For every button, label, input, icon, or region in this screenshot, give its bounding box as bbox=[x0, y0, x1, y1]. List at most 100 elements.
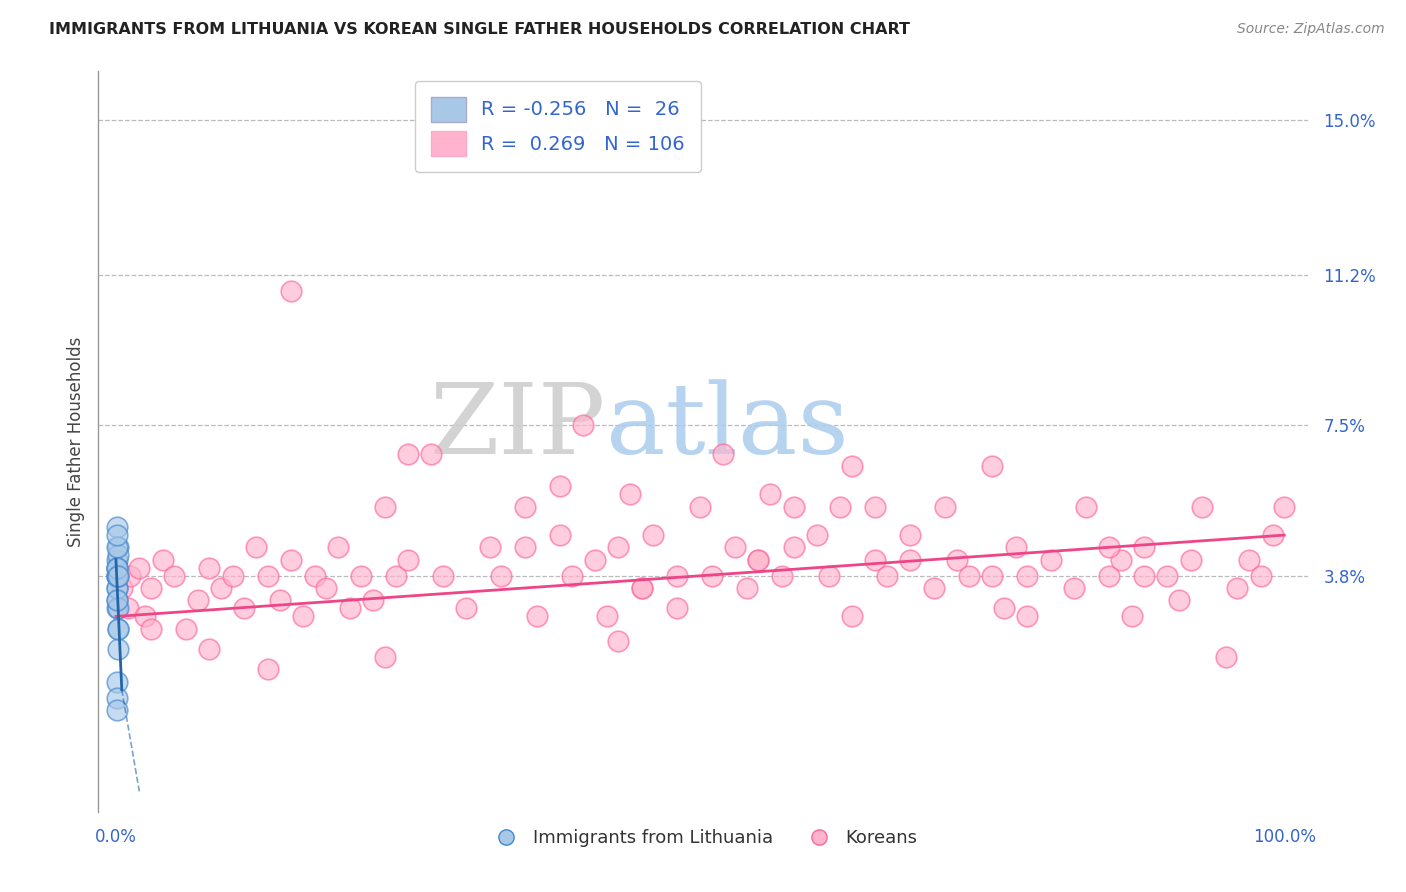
Point bbox=[105, 690, 128, 705]
Point bbox=[561, 568, 583, 582]
Point bbox=[724, 541, 747, 555]
Point bbox=[350, 568, 373, 582]
Point bbox=[1039, 552, 1062, 566]
Point bbox=[1215, 650, 1237, 665]
Point bbox=[128, 560, 150, 574]
Point bbox=[291, 609, 314, 624]
Point bbox=[806, 528, 828, 542]
Point bbox=[374, 650, 396, 665]
Point bbox=[946, 552, 969, 566]
Point bbox=[152, 552, 174, 566]
Point bbox=[548, 479, 571, 493]
Point bbox=[630, 581, 652, 595]
Point bbox=[374, 500, 396, 514]
Point bbox=[619, 487, 641, 501]
Point bbox=[174, 622, 197, 636]
Point bbox=[256, 568, 278, 582]
Point bbox=[117, 601, 139, 615]
Point bbox=[957, 568, 980, 582]
Text: ZIP: ZIP bbox=[430, 379, 606, 475]
Point bbox=[770, 568, 793, 582]
Point bbox=[607, 633, 630, 648]
Point bbox=[922, 581, 945, 595]
Point bbox=[759, 487, 782, 501]
Point bbox=[111, 581, 134, 595]
Point bbox=[105, 593, 128, 607]
Point bbox=[107, 541, 129, 555]
Point bbox=[432, 568, 454, 582]
Point bbox=[1191, 500, 1213, 514]
Point bbox=[107, 622, 129, 636]
Point bbox=[830, 500, 852, 514]
Point bbox=[876, 568, 898, 582]
Point bbox=[1098, 568, 1121, 582]
Point bbox=[326, 541, 349, 555]
Point bbox=[456, 601, 478, 615]
Y-axis label: Single Father Households: Single Father Households bbox=[66, 336, 84, 547]
Point bbox=[1237, 552, 1260, 566]
Point bbox=[396, 552, 419, 566]
Point bbox=[1121, 609, 1143, 624]
Point bbox=[865, 552, 887, 566]
Point bbox=[163, 568, 186, 582]
Point bbox=[526, 609, 548, 624]
Point bbox=[105, 560, 128, 574]
Point bbox=[420, 447, 443, 461]
Point bbox=[747, 552, 769, 566]
Point bbox=[1133, 541, 1156, 555]
Point bbox=[280, 552, 302, 566]
Point bbox=[607, 541, 630, 555]
Point bbox=[1156, 568, 1178, 582]
Point bbox=[665, 601, 688, 615]
Point bbox=[105, 568, 128, 582]
Point bbox=[898, 552, 921, 566]
Point bbox=[105, 581, 128, 595]
Point bbox=[105, 593, 128, 607]
Point bbox=[105, 568, 128, 582]
Point bbox=[1226, 581, 1249, 595]
Point bbox=[198, 642, 221, 657]
Point bbox=[700, 568, 723, 582]
Point bbox=[572, 418, 595, 433]
Point bbox=[1017, 568, 1039, 582]
Point bbox=[139, 581, 162, 595]
Point bbox=[209, 581, 232, 595]
Point bbox=[396, 447, 419, 461]
Point bbox=[222, 568, 245, 582]
Point bbox=[689, 500, 711, 514]
Point bbox=[361, 593, 384, 607]
Point bbox=[107, 601, 129, 615]
Point bbox=[256, 662, 278, 676]
Point bbox=[107, 549, 129, 563]
Point bbox=[105, 560, 128, 574]
Point bbox=[782, 541, 804, 555]
Point bbox=[107, 568, 129, 582]
Point bbox=[139, 622, 162, 636]
Point bbox=[105, 552, 128, 566]
Point bbox=[478, 541, 501, 555]
Point bbox=[1074, 500, 1097, 514]
Point bbox=[1098, 541, 1121, 555]
Point bbox=[107, 642, 129, 657]
Point bbox=[993, 601, 1015, 615]
Point bbox=[1004, 541, 1026, 555]
Point bbox=[233, 601, 256, 615]
Legend: Immigrants from Lithuania, Koreans: Immigrants from Lithuania, Koreans bbox=[481, 822, 925, 855]
Point bbox=[105, 560, 128, 574]
Point bbox=[1109, 552, 1132, 566]
Point bbox=[107, 622, 129, 636]
Point bbox=[105, 568, 128, 582]
Point bbox=[713, 447, 735, 461]
Point bbox=[1017, 609, 1039, 624]
Point bbox=[817, 568, 839, 582]
Point bbox=[339, 601, 361, 615]
Point bbox=[107, 568, 129, 582]
Point bbox=[1272, 500, 1295, 514]
Text: Source: ZipAtlas.com: Source: ZipAtlas.com bbox=[1237, 22, 1385, 37]
Point bbox=[1168, 593, 1191, 607]
Point bbox=[548, 528, 571, 542]
Point bbox=[245, 541, 267, 555]
Point bbox=[782, 500, 804, 514]
Point bbox=[304, 568, 326, 582]
Point bbox=[134, 609, 156, 624]
